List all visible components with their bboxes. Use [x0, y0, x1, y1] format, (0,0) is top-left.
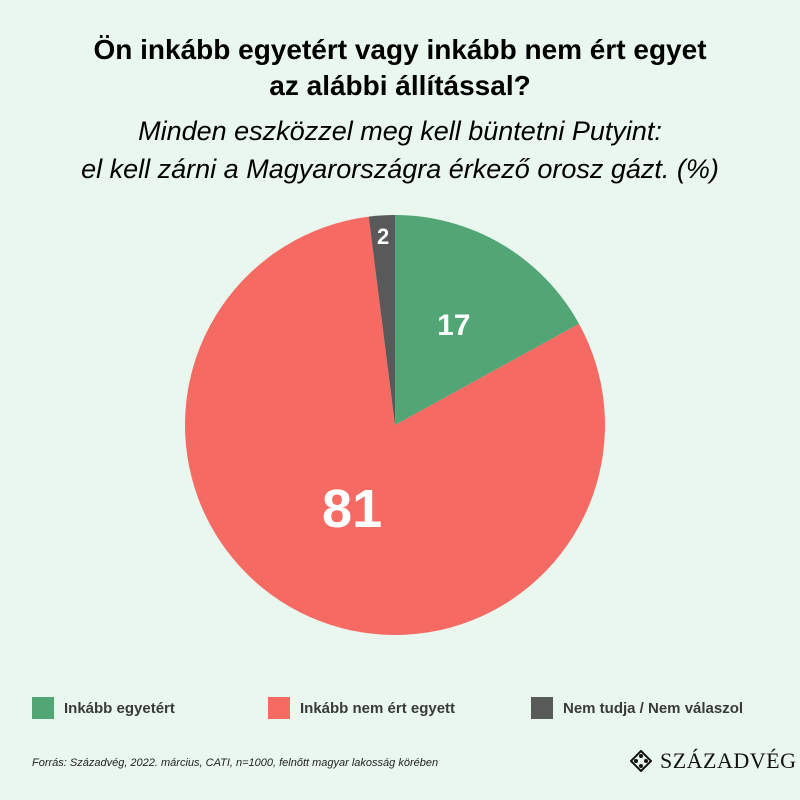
- chart-subtitle: Minden eszközzel meg kell büntetni Putyi…: [0, 112, 800, 188]
- logo-diamond-icon: [630, 750, 652, 772]
- legend-swatch-dont-know: [531, 697, 553, 719]
- legend-swatch-agree: [32, 697, 54, 719]
- pie-slice-disagree: [185, 216, 606, 635]
- logo-text: SZÁZADVÉG: [660, 748, 797, 773]
- logo: SZÁZADVÉG: [630, 748, 797, 774]
- chart-title-line-2: az alábbi állítással?: [269, 70, 531, 101]
- legend-label-disagree: Inkább nem ért egyett: [300, 699, 456, 717]
- legend-item-disagree: Inkább nem ért egyett: [268, 697, 455, 719]
- legend-item-agree: Inkább egyetért: [32, 697, 175, 719]
- chart-title: Ön inkább egyetért vagy inkább nem ért e…: [0, 32, 800, 104]
- pie-slice-dont-know: [368, 215, 395, 425]
- chart-title-line-1: Ön inkább egyetért vagy inkább nem ért e…: [93, 34, 707, 65]
- data-label-dont-know: 2: [377, 224, 389, 249]
- data-label-disagree: 81: [322, 479, 382, 539]
- source-note: Forrás: Századvég, 2022. március, CATI, …: [32, 757, 439, 769]
- chart-subtitle-line-2: el kell zárni a Magyarországra érkező or…: [81, 154, 719, 184]
- pie-slice-agree: [395, 215, 580, 425]
- legend-label-dont-know: Nem tudja / Nem válaszol: [563, 699, 744, 717]
- legend-swatch-disagree: [268, 697, 290, 719]
- chart-subtitle-line-1: Minden eszközzel meg kell büntetni Putyi…: [138, 116, 662, 146]
- legend: Inkább egyetért Inkább nem ért egyett Ne…: [0, 697, 800, 721]
- legend-label-agree: Inkább egyetért: [64, 699, 175, 717]
- data-label-agree: 17: [437, 309, 470, 342]
- legend-item-dont-know: Nem tudja / Nem válaszol: [531, 697, 743, 719]
